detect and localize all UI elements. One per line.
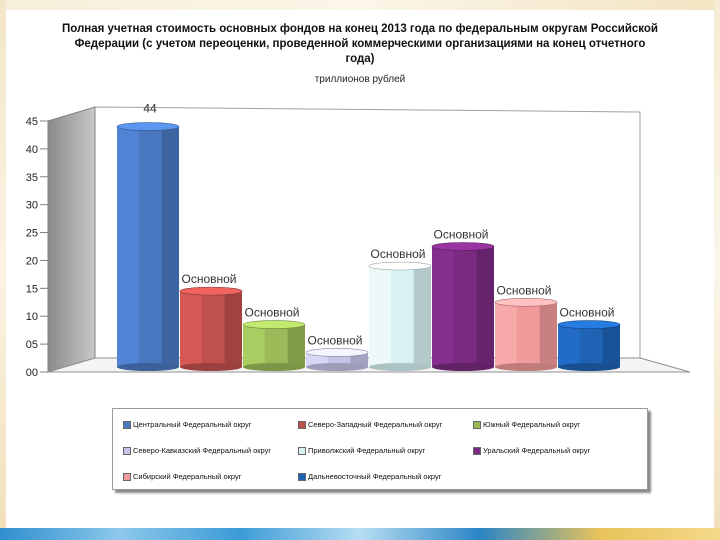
chart-legend: Центральный Федеральный округ Северо-Запа… — [112, 408, 648, 490]
bar — [179, 286, 243, 371]
bar-part — [161, 126, 179, 367]
legend-swatch — [473, 447, 481, 456]
y-tick-label: 20 — [26, 255, 38, 267]
bar-part — [602, 324, 620, 367]
bar-part — [431, 242, 495, 251]
bar-part — [305, 348, 369, 357]
y-tick-label: 15 — [26, 283, 38, 295]
bar-part — [306, 363, 368, 371]
data-label: Основной — [307, 333, 362, 347]
data-label: Основной — [244, 306, 299, 320]
legend-label: Приволжский Федеральный округ — [308, 446, 426, 455]
legend-entry: Приволжский Федеральный округ — [298, 446, 426, 456]
bar-part — [243, 324, 265, 367]
y-tick-label: 30 — [26, 200, 38, 212]
bar-part — [117, 126, 139, 367]
chart-side-wall — [47, 106, 96, 373]
chart-subtitle: триллионов рублей — [314, 74, 406, 85]
bar — [305, 348, 369, 371]
bar-part — [558, 324, 580, 367]
slide-frame-top — [0, 0, 720, 10]
legend-label: Центральный Федеральный округ — [133, 420, 252, 429]
legend-swatch — [298, 421, 306, 430]
bar-part — [242, 320, 306, 329]
data-label: Основной — [559, 306, 614, 320]
bar-part — [180, 291, 202, 367]
data-label: Основной — [181, 272, 236, 286]
bar-part — [476, 246, 494, 367]
y-tick-label: 10 — [26, 311, 38, 323]
data-label: Основной — [433, 228, 488, 242]
legend-label: Южный Федеральный округ — [483, 420, 581, 429]
bar-part — [116, 122, 180, 131]
bar-part — [558, 363, 620, 371]
y-tick-label: 40 — [26, 144, 38, 156]
legend-swatch — [298, 447, 306, 456]
legend-entry: Северо-Западный Федеральный округ — [298, 420, 443, 430]
data-label: Основной — [370, 247, 425, 261]
bar-chart: 00 05 10 15 20 25 30 35 40 45 44 Основной Основной Ос… — [26, 102, 691, 379]
bar — [116, 122, 180, 371]
legend-entry: Северо-Кавказский Федеральный округ — [123, 446, 272, 456]
bar — [368, 261, 432, 371]
bar — [242, 320, 306, 371]
bar-part — [413, 266, 431, 367]
legend-swatch — [123, 447, 131, 456]
y-tick-label: 35 — [26, 172, 38, 184]
slide-frame-left — [0, 0, 6, 540]
bar-part — [495, 302, 517, 367]
bar-part — [557, 320, 621, 329]
data-label: Основной — [496, 283, 551, 297]
bar-part — [117, 363, 179, 371]
legend-swatch — [123, 473, 131, 482]
legend-entry: Центральный Федеральный округ — [123, 420, 252, 430]
bar-part — [494, 297, 558, 307]
y-tick-label: 00 — [26, 367, 38, 379]
legend-entry: Южный Федеральный округ — [473, 420, 581, 430]
legend-label: Северо-Западный Федеральный округ — [308, 420, 443, 429]
bar-part — [432, 363, 494, 371]
bar-part — [179, 286, 243, 296]
data-label: 44 — [143, 102, 157, 116]
bar — [431, 242, 495, 371]
bar-part — [369, 363, 431, 371]
legend-swatch — [123, 421, 131, 430]
legend-label: Сибирский Федеральный округ — [133, 472, 242, 481]
y-tick-label: 05 — [26, 339, 38, 351]
bar-part — [180, 363, 242, 371]
bar-part — [243, 363, 305, 371]
slide-frame-bottom — [0, 528, 720, 540]
legend-swatch — [298, 473, 306, 482]
legend-label: Дальневосточный Федеральный округ — [308, 472, 442, 481]
bar-part — [539, 302, 557, 367]
chart-title: Полная учетная стоимость основных фондов… — [62, 23, 658, 65]
bar — [494, 297, 558, 371]
legend-label: Уральский Федеральный округ — [483, 446, 591, 455]
legend-swatch — [473, 421, 481, 430]
legend-entry: Сибирский Федеральный округ — [123, 472, 242, 482]
bar-part — [350, 352, 368, 367]
bar-part — [495, 363, 557, 371]
bar-part — [368, 261, 432, 271]
bar-part — [224, 291, 242, 367]
y-tick-label: 45 — [26, 116, 38, 128]
legend-entry: Уральский Федеральный округ — [473, 446, 591, 456]
bar — [557, 320, 621, 371]
legend-entry: Дальневосточный Федеральный округ — [298, 472, 442, 482]
bar-part — [432, 246, 454, 367]
slide-frame-right — [714, 0, 720, 540]
bar-part — [369, 266, 391, 367]
y-tick-label: 25 — [26, 228, 38, 240]
legend-label: Северо-Кавказский Федеральный округ — [133, 446, 272, 455]
bar-part — [287, 324, 305, 367]
